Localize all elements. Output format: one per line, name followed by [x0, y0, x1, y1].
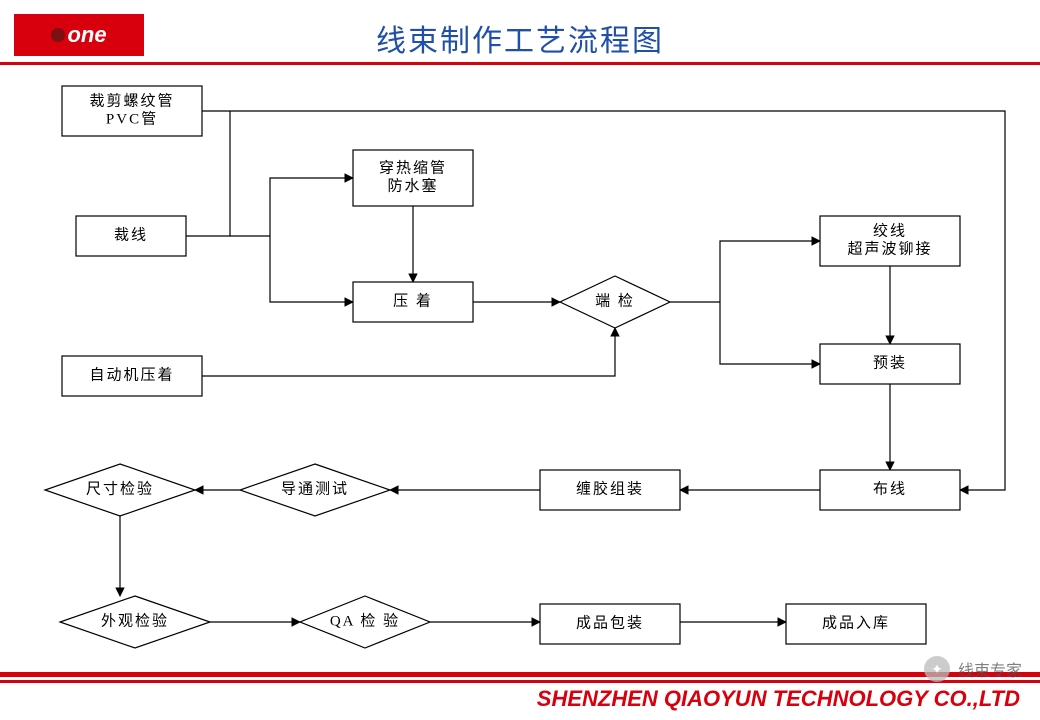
flow-node-n8: 自动机压着	[62, 356, 202, 396]
flow-edge	[202, 328, 615, 376]
flow-edge	[720, 302, 820, 364]
flow-node-n6: 绞线超声波铆接	[820, 216, 960, 266]
footer-company-text: SHENZHEN QIAOYUN TECHNOLOGY CO.,LTD	[0, 686, 1020, 712]
watermark: ✦ 线束专家	[924, 656, 1022, 682]
flow-edge	[270, 236, 353, 302]
flow-node-label: 尺寸检验	[86, 480, 154, 497]
flow-edge	[720, 241, 820, 302]
wechat-icon: ✦	[924, 656, 950, 682]
flow-node-n4: 压 着	[353, 282, 473, 322]
flow-node-n1: 裁剪螺纹管PVC管	[62, 86, 202, 136]
flow-node-label: 成品入库	[822, 614, 890, 631]
flow-node-n15: 成品包装	[540, 604, 680, 644]
flow-node-n11: 导通测试	[240, 464, 390, 516]
flow-node-label: 压 着	[393, 292, 433, 309]
footer-rule-2	[0, 680, 1040, 683]
flow-node-n9: 布线	[820, 470, 960, 510]
flow-node-n13: 外观检验	[60, 596, 210, 648]
flow-node-label: 成品包装	[576, 614, 644, 631]
flow-node-label: 缠胶组装	[576, 479, 644, 497]
flow-node-label: 自动机压着	[89, 366, 174, 383]
flow-edge	[230, 178, 353, 236]
flow-node-n14: QA 检 验	[300, 596, 430, 648]
footer-rule-1	[0, 672, 1040, 677]
flow-node-label: QA 检 验	[330, 612, 400, 629]
flow-node-label: 防水塞	[387, 176, 438, 194]
flow-node-n12: 尺寸检验	[45, 464, 195, 516]
flow-node-n16: 成品入库	[786, 604, 926, 644]
flow-node-label: 穿热缩管	[379, 159, 447, 176]
flow-node-label: 裁线	[114, 226, 148, 243]
flow-node-label: 布线	[873, 480, 907, 497]
process-flowchart: 裁剪螺纹管PVC管裁线 穿热缩管防水塞压 着 端 检 绞线超声波铆接预装自动机压着布线…	[0, 0, 1040, 720]
watermark-text: 线束专家	[958, 657, 1022, 681]
flow-node-label: 导通测试	[281, 480, 349, 497]
flow-node-label: 裁剪螺纹管	[89, 92, 174, 109]
flow-node-n10: 缠胶组装	[540, 470, 680, 510]
flow-node-label: 外观检验	[101, 612, 169, 629]
flow-node-label: PVC管	[106, 110, 158, 127]
flow-node-label: 绞线	[873, 222, 907, 239]
flow-node-label: 端 检	[595, 292, 635, 309]
flow-node-n3: 穿热缩管防水塞	[353, 150, 473, 206]
flow-node-label: 超声波铆接	[847, 239, 932, 257]
flow-node-n2: 裁线	[76, 216, 186, 256]
flow-node-n5: 端 检	[560, 276, 670, 328]
flow-node-n7: 预装	[820, 344, 960, 384]
flow-node-label: 预装	[873, 354, 907, 371]
